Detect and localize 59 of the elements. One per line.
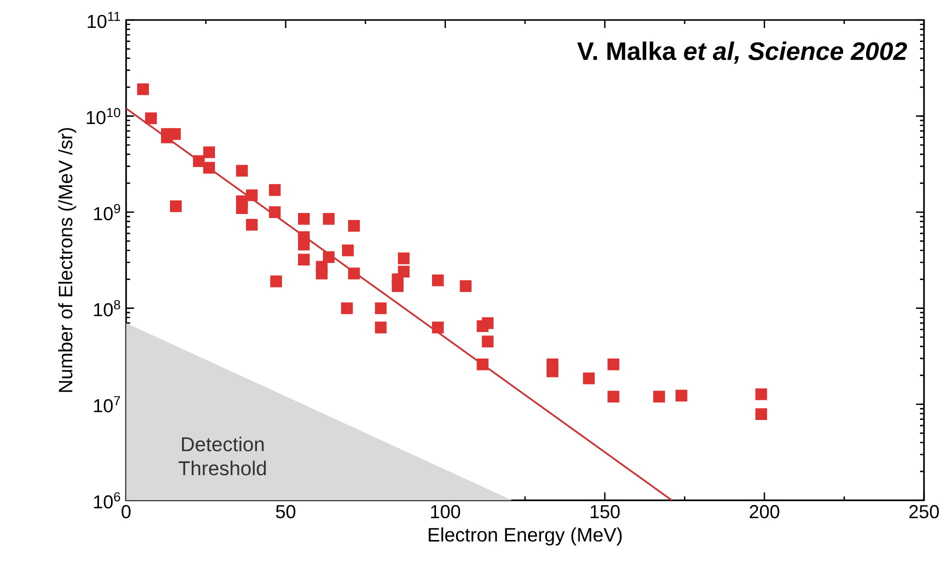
point: [246, 218, 258, 230]
x-tick-label: 0: [122, 504, 131, 518]
point: [342, 244, 354, 256]
point: [432, 321, 444, 334]
point: [348, 220, 360, 232]
point: [392, 280, 404, 292]
point: [161, 131, 173, 144]
point: [298, 254, 310, 266]
point: [374, 321, 387, 334]
point: [341, 302, 353, 314]
point: [170, 200, 182, 212]
point: [432, 274, 444, 286]
point: [583, 372, 595, 384]
point: [203, 162, 215, 174]
point: [268, 206, 281, 218]
point: [236, 195, 248, 207]
x-tick-label: 200: [750, 504, 780, 518]
point: [608, 358, 620, 370]
y-tick-label: 10$^{7}$: [94, 396, 120, 412]
point: [460, 280, 472, 292]
point: [145, 112, 157, 124]
point: [298, 212, 310, 225]
y-tick-label: 10$^{8}$: [94, 300, 120, 316]
point: [653, 390, 665, 402]
point: [236, 164, 248, 176]
y-tick-label: 10$^{11}$: [88, 12, 120, 28]
point: [374, 302, 387, 314]
series-label: Detection Threshold: [178, 436, 266, 476]
point: [755, 388, 768, 400]
x-tick-label: 100: [431, 504, 460, 518]
point: [398, 252, 410, 264]
point: [546, 365, 558, 378]
point: [192, 155, 205, 167]
point: [482, 335, 494, 348]
point: [476, 358, 488, 370]
point: [608, 390, 620, 402]
point: [322, 212, 335, 225]
point: [316, 267, 328, 280]
point: [268, 184, 281, 196]
y-axis-title: Number of Electrons (/MeV /sr): [58, 128, 76, 392]
point: [203, 146, 215, 158]
x-tick-label: 50: [276, 504, 296, 518]
x-tick-label: 250: [909, 504, 939, 518]
y-tick-label: 10$^{9}$: [94, 204, 120, 220]
point: [755, 408, 768, 420]
point: [137, 83, 149, 95]
point: [270, 275, 282, 288]
point: [322, 251, 335, 263]
point: [482, 317, 494, 329]
x-axis-title: Electron Energy (MeV): [428, 527, 622, 546]
y-tick-label: 10$^{10}$: [86, 108, 120, 124]
point: [348, 267, 360, 280]
point: [298, 238, 310, 250]
point: [398, 266, 410, 278]
x-tick-label: 150: [590, 504, 620, 518]
y-tick-label: 10$^{6}$: [94, 492, 120, 508]
point: [676, 390, 688, 402]
point: [246, 189, 258, 201]
annotation: V. Malka et al, Science 2002: [577, 41, 908, 64]
